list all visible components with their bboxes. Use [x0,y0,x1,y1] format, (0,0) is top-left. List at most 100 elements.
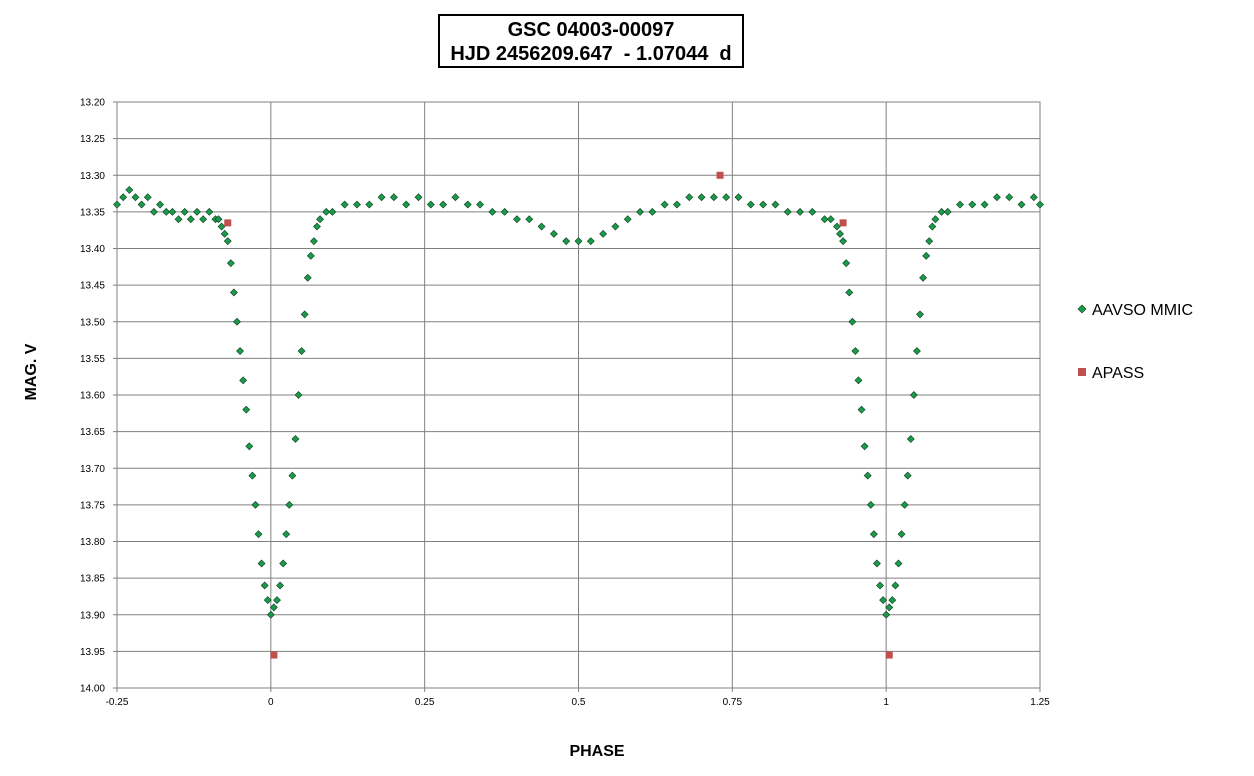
series-layer [113,171,1044,659]
data-point-aavso [143,193,152,202]
data-point-aavso [826,215,835,224]
x-tick-label: 1.25 [1030,697,1050,708]
y-tick-label: 13.90 [80,610,105,621]
data-point-aavso [223,237,232,246]
data-point-aavso [873,559,881,568]
data-point-aavso [303,273,312,282]
data-point-aavso [476,200,484,209]
data-point-aavso [276,581,284,590]
data-point-aavso [451,193,460,202]
data-point-aavso [673,200,681,209]
data-point-aavso [866,500,875,509]
data-point-aavso [263,596,272,605]
data-point-aavso [599,229,608,238]
data-point-aavso [525,215,534,224]
legend-label-apass: APASS [1092,365,1144,382]
y-tick-label: 13.35 [80,207,105,218]
data-point-aavso [313,222,321,231]
data-point-aavso [916,310,924,319]
data-point-aavso [968,200,977,209]
data-point-aavso [879,596,888,605]
data-point-aavso [131,193,140,202]
data-point-aavso [833,222,841,231]
data-point-aavso [168,207,177,216]
data-point-aavso [251,500,260,509]
data-point-aavso [162,207,171,216]
data-point-aavso [389,193,398,202]
x-tick-label: -0.25 [106,697,129,708]
data-point-aavso [796,207,804,216]
data-point-aavso [294,391,303,399]
data-point-aavso [836,229,844,238]
data-point-aavso [697,193,706,202]
x-tick-label: 0.25 [415,697,435,708]
data-point-aavso [285,500,294,509]
data-point-aavso [851,347,860,355]
data-point-aavso [937,207,946,216]
data-point-aavso [891,581,900,590]
y-tick-label: 13.85 [80,574,105,585]
data-point-aavso [574,237,583,246]
data-point-aavso [894,559,903,568]
data-point-apass [885,651,893,659]
data-point-aavso [636,207,644,216]
grid-layer [113,101,1041,692]
data-point-aavso [119,193,128,202]
data-point-aavso [463,200,472,209]
data-point-aavso [839,237,848,246]
data-point-aavso [205,207,214,216]
data-point-aavso [273,596,281,605]
data-point-aavso [137,200,146,209]
data-point-aavso [257,559,266,568]
data-point-aavso [709,193,718,202]
data-point-aavso [239,376,248,385]
data-point-aavso [922,251,931,260]
data-point-aavso [928,222,937,231]
data-point-aavso [848,317,857,326]
data-point-aavso [648,207,657,216]
data-point-aavso [254,530,263,539]
data-point-aavso [513,215,521,224]
data-point-aavso [439,200,448,209]
data-point-aavso [586,237,595,246]
y-tick-label: 13.95 [80,647,105,658]
x-tick-label: 0 [268,697,274,708]
data-point-aavso [217,222,226,231]
data-point-aavso [180,207,189,216]
data-point-aavso [340,200,349,209]
data-point-aavso [1029,193,1038,202]
legend: AAVSO MMIC APASS [1077,302,1193,382]
data-point-aavso [759,200,768,209]
data-point-aavso [931,215,940,224]
data-point-aavso [876,581,884,590]
data-point-aavso [956,200,964,209]
data-point-aavso [377,193,386,202]
data-point-aavso [611,222,620,231]
data-point-aavso [291,435,300,443]
x-tick-labels: -0.25 0 0.25 0.5 0.75 1 1.25 [106,697,1051,708]
data-point-aavso [488,207,497,216]
y-tick-label: 13.20 [80,98,105,109]
data-point-aavso [248,471,257,480]
data-point-aavso [226,259,235,268]
data-point-aavso [309,237,318,246]
data-point-aavso [297,347,306,355]
data-point-aavso [734,193,743,202]
data-point-aavso [660,200,669,209]
y-tick-labels: 13.20 13.25 13.30 13.35 13.40 13.45 13.50 13.55… [80,98,105,695]
data-point-aavso [220,229,229,238]
chart-title-box: GSC 04003-00097 HJD 2456209.647 - 1.0704… [438,14,744,68]
data-point-aavso [623,215,632,224]
data-point-aavso [746,200,755,209]
data-point-aavso [903,471,912,480]
data-point-apass [716,171,724,179]
data-point-aavso [300,310,309,319]
data-point-aavso [906,435,915,443]
data-point-aavso [193,207,201,216]
y-tick-label: 13.45 [80,281,105,292]
legend-marker-square [1078,368,1086,376]
data-point-aavso [943,207,952,216]
data-point-aavso [854,376,863,385]
data-point-aavso [863,471,872,480]
